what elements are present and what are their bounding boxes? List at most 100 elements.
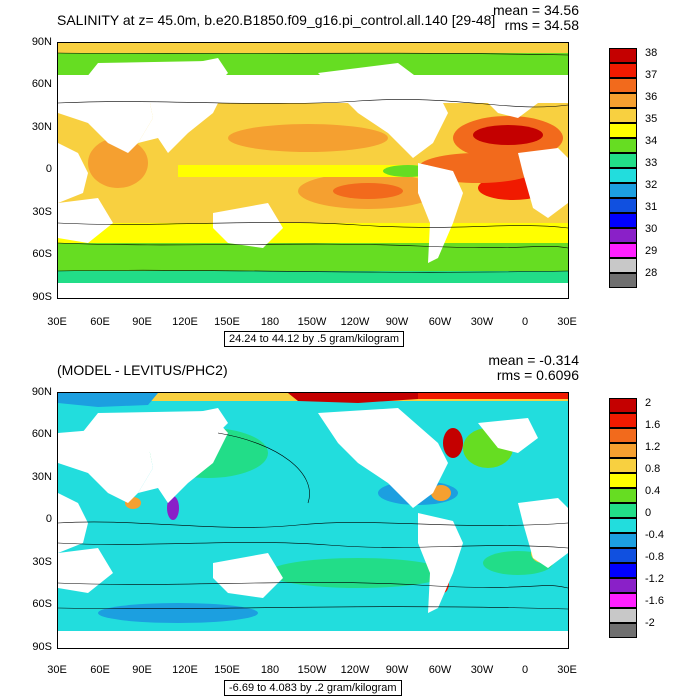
panel1-lat-label: 90S: [32, 291, 52, 303]
panel2-difference-field: [58, 393, 568, 648]
panel1-cb-swatch: [609, 78, 637, 93]
panel1-mean: mean = 34.56: [492, 2, 579, 18]
panel1-cb-label: 34: [645, 135, 658, 147]
panel1-cb-swatch: [609, 123, 637, 138]
panel1-cb-label: 31: [645, 201, 658, 213]
panel1-salinity-field: [58, 43, 568, 298]
panel1-cb-label: 28: [645, 267, 658, 279]
panel2-map: [57, 392, 569, 649]
panel1-lon-label: 150E: [214, 316, 240, 328]
panel1-colorbar: 38 37 36 35 34 33 32 31 30 29 28: [609, 47, 689, 288]
panel2-cb-swatch: [609, 548, 637, 563]
panel2-lon-label: 180: [260, 664, 280, 676]
panel1-cb-swatch: [609, 48, 637, 63]
panel2-cb-swatch: [609, 443, 637, 458]
panel2-cb-label: 0.4: [645, 485, 661, 497]
panel2-cb-label: -0.8: [645, 551, 664, 563]
panel2-cb-swatch: [609, 398, 637, 413]
panel1-cb-swatch: [609, 168, 637, 183]
panel1-cb-swatch: [609, 243, 637, 258]
panel1-lon-label: 30E: [557, 316, 577, 328]
panel2-rms: rms = 0.6096: [496, 367, 579, 383]
panel1-cb-swatch: [609, 153, 637, 168]
panel1-lon-label: 120W: [340, 316, 370, 328]
panel1-cb-swatch: [609, 198, 637, 213]
panel1-lat-label: 60N: [31, 78, 52, 90]
panel1-lon-label: 60E: [90, 316, 110, 328]
panel2-cb-swatch: [609, 623, 637, 638]
panel1-rms: rms = 34.58: [504, 17, 579, 33]
panel2-lon-label: 0: [521, 664, 529, 676]
panel2-cb-swatch: [609, 473, 637, 488]
panel1-lon-label: 30W: [470, 316, 494, 328]
panel2-cb-label: 0.8: [645, 463, 661, 475]
panel1-cb-label: 35: [645, 113, 658, 125]
panel1-cb-label: 37: [645, 69, 658, 81]
panel2-cb-swatch: [609, 488, 637, 503]
panel2-lat-label: 90N: [31, 386, 52, 398]
panel2-lat-label: 0: [45, 513, 52, 525]
panel2-cb-swatch: [609, 428, 637, 443]
panel1-lat-label: 90N: [31, 36, 52, 48]
panel1-lon-label: 90E: [132, 316, 152, 328]
panel2-range-label: -6.69 to 4.083 by .2 gram/kilogram: [224, 680, 402, 696]
panel1-range-label: 24.24 to 44.12 by .5 gram/kilogram: [224, 331, 404, 347]
panel2-lon-label: 60W: [428, 664, 452, 676]
panel1-lat-label: 0: [45, 163, 52, 175]
panel1-title: SALINITY at z= 45.0m, b.e20.B1850.f09_g1…: [57, 12, 496, 28]
panel2-lat-label: 30S: [32, 556, 52, 568]
panel1-cb-swatch: [609, 63, 637, 78]
panel2-cb-swatch: [609, 578, 637, 593]
panel1-lon-label: 180: [260, 316, 280, 328]
panel1-cb-label: 33: [645, 157, 658, 169]
panel1-cb-swatch: [609, 258, 637, 273]
panel2-cb-label: -2: [645, 617, 655, 629]
panel2-cb-label: -1.2: [645, 573, 664, 585]
panel2-lon-label: 90E: [132, 664, 152, 676]
panel2-lon-label: 60E: [90, 664, 110, 676]
panel2-lon-label: 120W: [340, 664, 370, 676]
panel1-lat-label: 60S: [32, 248, 52, 260]
panel1-cb-label: 36: [645, 91, 658, 103]
panel1-lon-label: 30E: [47, 316, 67, 328]
panel1-lon-label: 90W: [385, 316, 409, 328]
panel2-lon-label: 150W: [297, 664, 327, 676]
panel2-cb-swatch: [609, 458, 637, 473]
panel1-cb-label: 32: [645, 179, 658, 191]
panel1-lon-label: 120E: [172, 316, 198, 328]
panel2-lon-label: 30E: [557, 664, 577, 676]
panel2-lon-label: 90W: [385, 664, 409, 676]
panel2-title: (MODEL - LEVITUS/PHC2): [57, 362, 228, 378]
panel1-lon-label: 0: [521, 316, 529, 328]
panel2-cb-swatch: [609, 608, 637, 623]
panel2-cb-swatch: [609, 593, 637, 608]
panel2-cb-label: 1.2: [645, 441, 661, 453]
panel2-lat-label: 60N: [31, 428, 52, 440]
panel1-cb-swatch: [609, 138, 637, 153]
panel2-lat-label: 90S: [32, 641, 52, 653]
panel2-cb-swatch: [609, 563, 637, 578]
panel2-lat-label: 30N: [31, 471, 52, 483]
panel1-map: [57, 42, 569, 299]
panel2-cb-swatch: [609, 518, 637, 533]
panel2-lon-label: 120E: [172, 664, 198, 676]
panel1-cb-swatch: [609, 93, 637, 108]
panel1-cb-label: 38: [645, 47, 658, 59]
panel2-cb-label: 0: [645, 507, 652, 519]
panel2-lat-label: 60S: [32, 598, 52, 610]
panel2-lon-label: 30W: [470, 664, 494, 676]
panel2-cb-swatch: [609, 413, 637, 428]
panel1-cb-swatch: [609, 108, 637, 123]
panel2-cb-swatch: [609, 533, 637, 548]
panel1-cb-label: 30: [645, 223, 658, 235]
panel2-colorbar: 2 1.6 1.2 0.8 0.4 0 -0.4 -0.8 -1.2 -1.6 …: [609, 397, 689, 638]
panel1-cb-label: 29: [645, 245, 658, 257]
panel2-cb-label: -0.4: [645, 529, 664, 541]
panel1-cb-swatch: [609, 183, 637, 198]
panel1-lat-label: 30S: [32, 206, 52, 218]
panel2-cb-swatch: [609, 503, 637, 518]
panel1-lat-label: 30N: [31, 121, 52, 133]
panel2-cb-label: -1.6: [645, 595, 664, 607]
panel2-cb-label: 1.6: [645, 419, 661, 431]
panel1-lon-label: 150W: [297, 316, 327, 328]
